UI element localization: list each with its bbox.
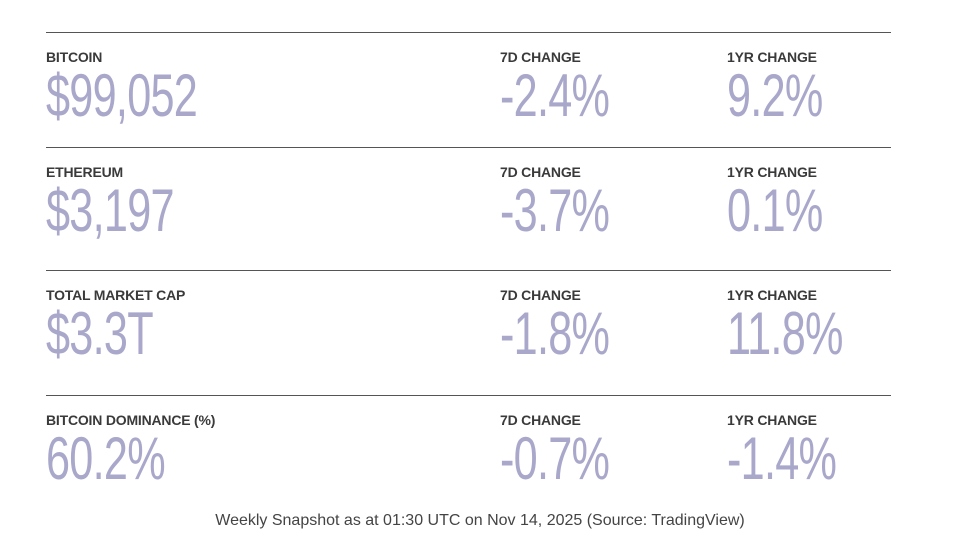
metric-label: ETHEREUM xyxy=(46,164,123,180)
row-divider xyxy=(46,32,891,33)
row-divider xyxy=(46,270,891,271)
metric-label: 7D CHANGE xyxy=(500,287,581,303)
metric-value: 11.8% xyxy=(727,300,843,367)
metric-value: -1.8% xyxy=(500,300,610,367)
metric-value: 60.2% xyxy=(46,425,166,492)
metric-label: 1YR CHANGE xyxy=(727,164,817,180)
metric-value: -0.7% xyxy=(500,425,610,492)
row-divider xyxy=(46,147,891,148)
metric-label: BITCOIN xyxy=(46,49,103,65)
metric-value: $3,197 xyxy=(46,177,175,244)
metric-label: 1YR CHANGE xyxy=(727,412,817,428)
metric-value: 9.2% xyxy=(727,62,823,129)
metric-value: $99,052 xyxy=(46,62,198,129)
metric-label: BITCOIN DOMINANCE (%) xyxy=(46,412,216,428)
metric-value: -3.7% xyxy=(500,177,610,244)
metric-value: -2.4% xyxy=(500,62,610,129)
footer: Weekly Snapshot as at 01:30 UTC on Nov 1… xyxy=(215,512,745,529)
row-divider xyxy=(46,395,891,396)
metric-label: 7D CHANGE xyxy=(500,412,581,428)
metric-value: -1.4% xyxy=(727,425,837,492)
metric-label: TOTAL MARKET CAP xyxy=(46,287,186,303)
metric-value: 0.1% xyxy=(727,177,823,244)
metric-label: 1YR CHANGE xyxy=(727,49,817,65)
metric-label: 7D CHANGE xyxy=(500,164,581,180)
metric-value: $3.3T xyxy=(46,300,154,367)
metric-label: 1YR CHANGE xyxy=(727,287,817,303)
metric-label: 7D CHANGE xyxy=(500,49,581,65)
